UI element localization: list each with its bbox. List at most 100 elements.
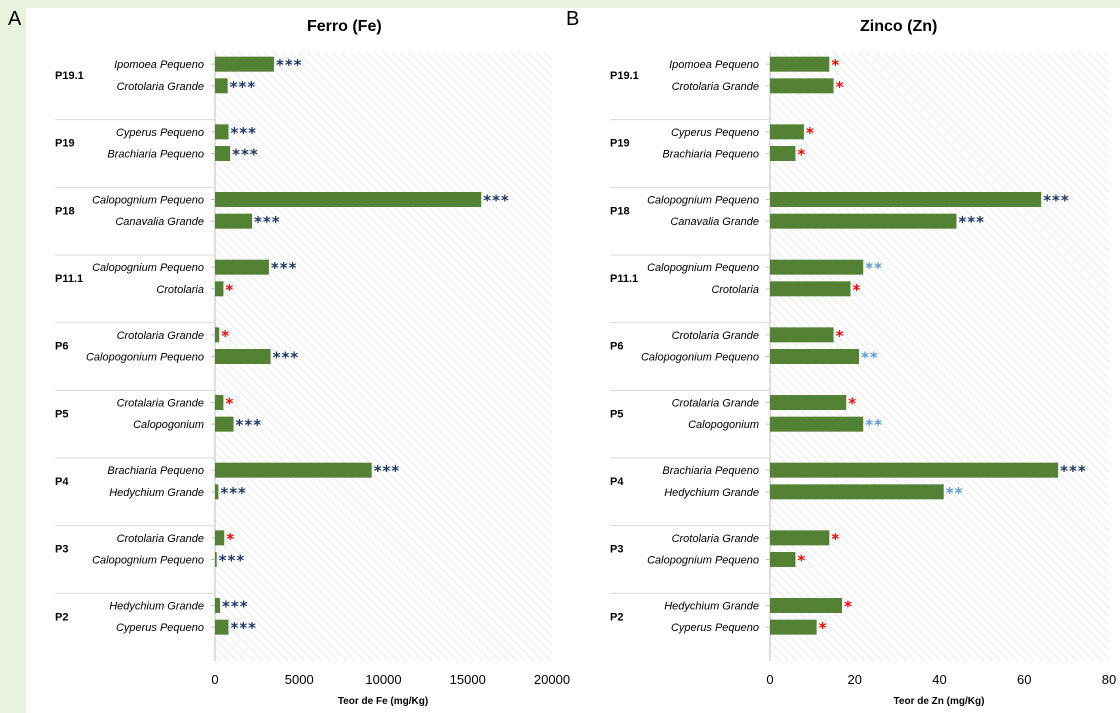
bar	[215, 78, 228, 94]
significance-label: *	[819, 619, 828, 637]
significance-label: ***	[374, 462, 401, 480]
category-label: Crotalaria Grande	[672, 398, 759, 410]
category-label: Hedychium Grande	[664, 601, 759, 613]
significance-label: ***	[271, 259, 298, 277]
x-tick-label: 20	[848, 672, 862, 687]
bar	[770, 598, 843, 614]
panel-letter-b: B	[566, 8, 580, 30]
bar	[215, 484, 219, 500]
bar	[215, 259, 269, 275]
significance-label: ***	[273, 349, 300, 367]
significance-label: ***	[220, 484, 247, 502]
group-label: P5	[55, 408, 68, 420]
category-label: Calopogonium Pequeno	[641, 352, 759, 364]
category-label: Hedychium Grande	[109, 601, 204, 613]
group-label: P2	[55, 611, 68, 623]
bar	[215, 462, 372, 478]
category-label: Cyperus Pequeno	[671, 127, 759, 139]
x-tick-label: 20000	[534, 672, 570, 687]
bar	[215, 327, 220, 343]
bar	[770, 192, 1042, 208]
category-label: Crotolaria	[156, 284, 204, 296]
bar	[215, 416, 234, 432]
group-label: P11.1	[55, 273, 83, 285]
bar	[770, 213, 957, 229]
group-label: P19	[610, 138, 630, 150]
group-label: P4	[610, 476, 624, 488]
significance-label: ***	[236, 416, 263, 434]
bar	[215, 213, 253, 229]
significance-label: *	[831, 56, 840, 74]
significance-label: ***	[232, 146, 259, 164]
bar	[215, 598, 221, 614]
significance-label: *	[225, 395, 234, 413]
significance-label: *	[806, 124, 815, 142]
x-tick-label: 0	[766, 672, 773, 687]
category-label: Crotolaria Grande	[672, 330, 759, 342]
group-label: P3	[610, 544, 623, 556]
significance-label: *	[225, 281, 234, 299]
group-label: P18	[610, 205, 630, 217]
significance-label: **	[865, 259, 883, 277]
category-label: Crotolaria Grande	[672, 81, 759, 93]
category-label: Crotalaria Grande	[117, 398, 204, 410]
category-label: Brachiaria Pequeno	[662, 465, 759, 477]
x-axis-label: Teor de Fe (mg/Kg)	[338, 696, 428, 707]
bar	[770, 416, 864, 432]
significance-label: *	[848, 395, 857, 413]
significance-label: ***	[230, 78, 257, 96]
bar	[215, 146, 231, 161]
category-label: Crotolaria Grande	[672, 533, 759, 545]
bar	[215, 56, 274, 72]
significance-label: *	[844, 598, 853, 616]
group-label: P6	[55, 341, 68, 353]
group-label: P6	[610, 341, 623, 353]
group-label: P3	[55, 544, 68, 556]
bar	[215, 192, 482, 208]
category-label: Ipomoea Pequeno	[114, 59, 204, 71]
bar	[215, 395, 224, 411]
chart-title: Ferro (Fe)	[307, 18, 382, 35]
category-label: Calopognium Pequeno	[92, 195, 204, 207]
significance-label: *	[853, 281, 862, 299]
x-tick-label: 10000	[365, 672, 401, 687]
significance-label: ***	[1043, 192, 1070, 210]
significance-label: **	[946, 484, 964, 502]
significance-label: ***	[230, 619, 257, 637]
category-label: Crotolaria Grande	[117, 330, 204, 342]
bar	[770, 281, 851, 297]
bar	[770, 78, 834, 94]
x-tick-label: 40	[932, 672, 946, 687]
group-label: P19	[55, 138, 75, 150]
x-tick-label: 0	[211, 672, 218, 687]
bar	[770, 530, 830, 546]
x-tick-label: 5000	[285, 672, 314, 687]
x-tick-label: 80	[1102, 672, 1116, 687]
bar	[215, 281, 224, 297]
category-label: Cyperus Pequeno	[671, 622, 759, 634]
significance-label: *	[836, 327, 845, 345]
category-label: Crotolaria Grande	[117, 81, 204, 93]
significance-label: ***	[276, 56, 303, 74]
significance-label: ***	[254, 213, 281, 231]
significance-label: **	[861, 349, 879, 367]
significance-label: *	[836, 78, 845, 96]
group-label: P19.1	[55, 70, 84, 82]
category-label: Crotolaria	[711, 284, 759, 296]
bar	[770, 395, 847, 411]
bar	[770, 349, 859, 364]
category-label: Brachiaria Pequeno	[107, 465, 204, 477]
significance-label: *	[831, 530, 840, 548]
bar	[770, 56, 830, 72]
bar	[215, 349, 271, 364]
category-label: Calopognium Pequeno	[647, 262, 759, 274]
category-label: Calopognium Pequeno	[92, 262, 204, 274]
category-label: Cyperus Pequeno	[116, 622, 204, 634]
category-label: Brachiaria Pequeno	[107, 149, 204, 161]
bar	[215, 619, 229, 635]
group-label: P19.1	[610, 70, 639, 82]
bar	[215, 124, 229, 140]
bar	[215, 552, 217, 567]
bar	[215, 530, 225, 546]
